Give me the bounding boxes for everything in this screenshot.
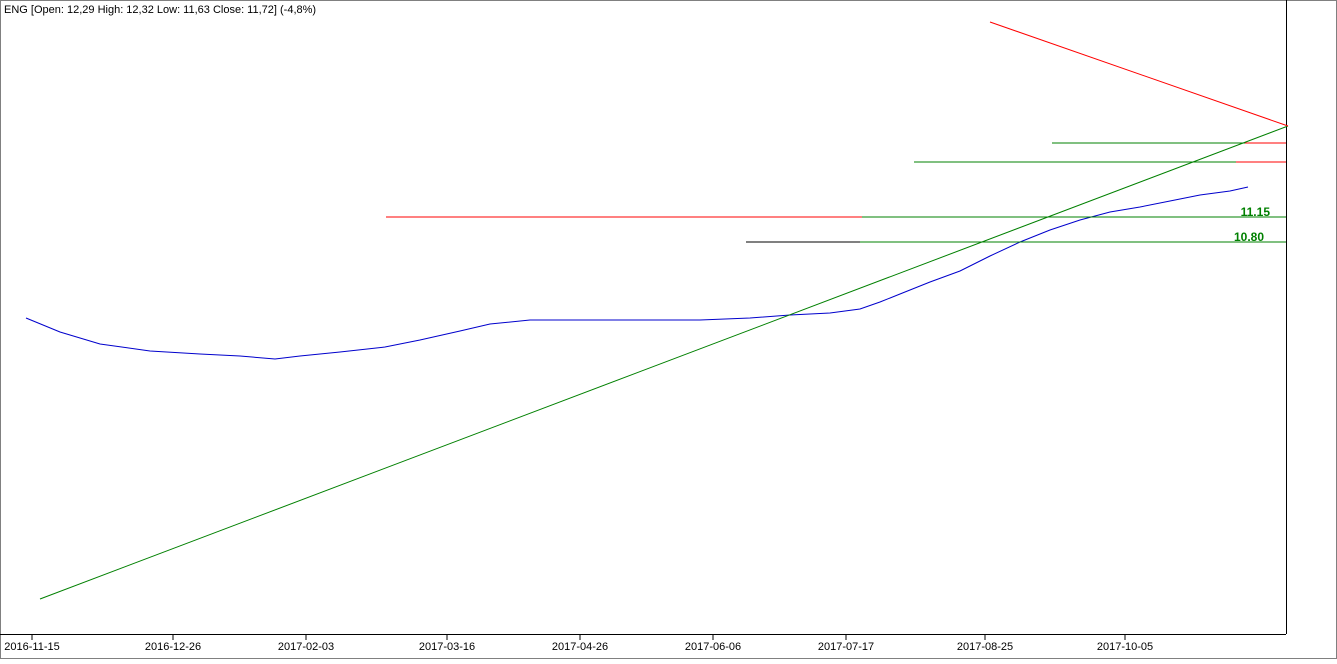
trendline-layer xyxy=(39,21,1289,600)
downtrend-line xyxy=(989,21,1289,127)
header-ohlc: [Open: 12,29 High: 12,32 Low: 11,63 Clos… xyxy=(31,4,316,16)
x-tick-label: 2016-12-26 xyxy=(145,641,201,653)
chart-header: ENG [Open: 12,29 High: 12,32 Low: 11,63 … xyxy=(4,4,316,16)
x-tick-label: 2017-02-03 xyxy=(278,641,334,653)
x-axis: 2016-11-15 2016-12-26 2017-02-03 2017-03-16… xyxy=(4,634,1153,653)
x-tick-label: 2017-04-26 xyxy=(552,641,608,653)
x-tick-label: 2017-08-25 xyxy=(957,641,1013,653)
x-tick-label: 2017-10-05 xyxy=(1097,641,1153,653)
annotation-11-15: 11.15 xyxy=(1241,205,1271,219)
x-tick-label: 2017-03-16 xyxy=(419,641,475,653)
header-symbol: ENG xyxy=(4,4,28,16)
x-tick-label: 2017-07-17 xyxy=(818,641,874,653)
x-tick-label: 2017-06-06 xyxy=(685,641,741,653)
x-tick-label: 2016-11-15 xyxy=(4,641,59,653)
annotation-10-80: 10.80 xyxy=(1234,230,1264,244)
uptrend-line xyxy=(39,125,1289,600)
